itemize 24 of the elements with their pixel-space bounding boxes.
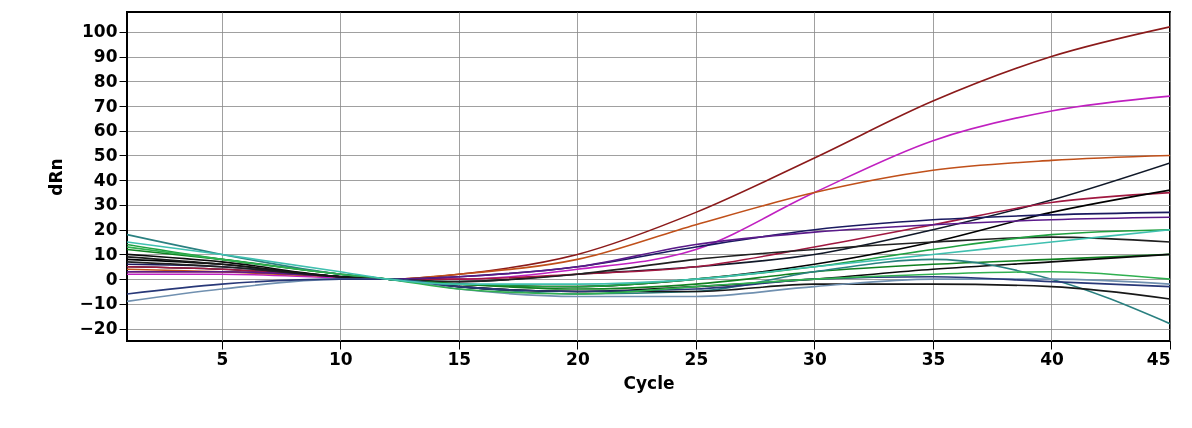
x-tick-label: 10: [329, 348, 353, 369]
x-tick-label: 40: [1040, 348, 1064, 369]
x-tick-label: 45: [1146, 348, 1171, 369]
y-tick-label: 20: [93, 219, 118, 240]
y-tick-label: 70: [93, 95, 118, 116]
y-tick-label: 50: [93, 144, 118, 165]
y-tick-label: 30: [93, 194, 118, 215]
y-tick-label: 80: [93, 70, 118, 91]
y-axis-title: dRn: [45, 158, 66, 196]
y-tick-label: −20: [79, 318, 118, 339]
x-tick-label: 20: [566, 348, 590, 369]
y-tick-label: 40: [93, 169, 118, 190]
x-tick-label: 35: [921, 348, 946, 369]
y-tick-label: 90: [93, 46, 118, 67]
y-tick-label: 100: [82, 21, 118, 42]
x-tick-label: 25: [684, 348, 709, 369]
x-tick-label: 5: [216, 348, 229, 369]
y-tick-label: 10: [93, 243, 118, 264]
y-tick-label: −10: [79, 293, 118, 314]
x-tick-label: 15: [447, 348, 472, 369]
x-tick-label: 30: [803, 348, 827, 369]
y-tick-label: 60: [93, 120, 118, 141]
x-axis-title: Cycle: [623, 372, 675, 393]
y-tick-label: 0: [105, 268, 118, 289]
